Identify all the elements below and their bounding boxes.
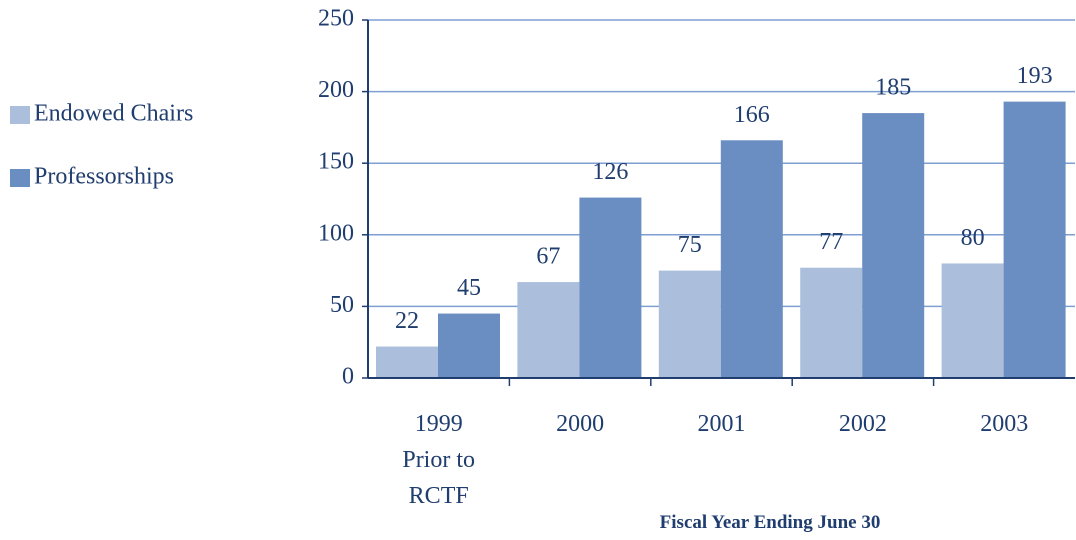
bar bbox=[517, 282, 580, 378]
data-label: 77 bbox=[819, 229, 843, 255]
bar bbox=[438, 313, 500, 378]
legend-swatch bbox=[10, 169, 30, 187]
data-label: 166 bbox=[734, 102, 770, 128]
data-label: 67 bbox=[536, 244, 560, 270]
bar bbox=[720, 140, 783, 378]
bar bbox=[658, 270, 721, 378]
bar bbox=[941, 263, 1004, 378]
x-tick-label: 1999 Prior to RCTF bbox=[402, 411, 476, 509]
legend-swatch bbox=[10, 106, 30, 124]
y-tick-label: 200 bbox=[318, 77, 354, 103]
x-tick-label: 2002 bbox=[838, 411, 887, 437]
x-axis-title: Fiscal Year Ending June 30 bbox=[659, 512, 881, 533]
y-tick-label: 250 bbox=[318, 6, 354, 32]
x-tick-label: 2000 bbox=[556, 411, 605, 437]
y-tick-label: 150 bbox=[318, 149, 354, 175]
y-tick-label: 50 bbox=[330, 292, 354, 318]
bar bbox=[1003, 101, 1066, 379]
data-label: 185 bbox=[875, 75, 911, 101]
legend-label: Endowed Chairs bbox=[34, 101, 193, 127]
y-tick-label: 0 bbox=[342, 364, 354, 390]
bar bbox=[579, 197, 642, 378]
x-tick-label: 2001 bbox=[697, 411, 746, 437]
data-label: 75 bbox=[678, 232, 702, 258]
data-label: 45 bbox=[457, 275, 481, 301]
legend-label: Professorships bbox=[34, 164, 174, 190]
data-label: 193 bbox=[1017, 63, 1053, 89]
x-tick-label: 2003 bbox=[980, 411, 1029, 437]
bar bbox=[800, 267, 863, 378]
data-label: 22 bbox=[395, 308, 419, 334]
data-label: 126 bbox=[592, 159, 628, 185]
bar bbox=[376, 346, 438, 378]
bar bbox=[862, 113, 925, 378]
data-label: 80 bbox=[961, 225, 985, 251]
y-tick-label: 100 bbox=[318, 220, 354, 246]
